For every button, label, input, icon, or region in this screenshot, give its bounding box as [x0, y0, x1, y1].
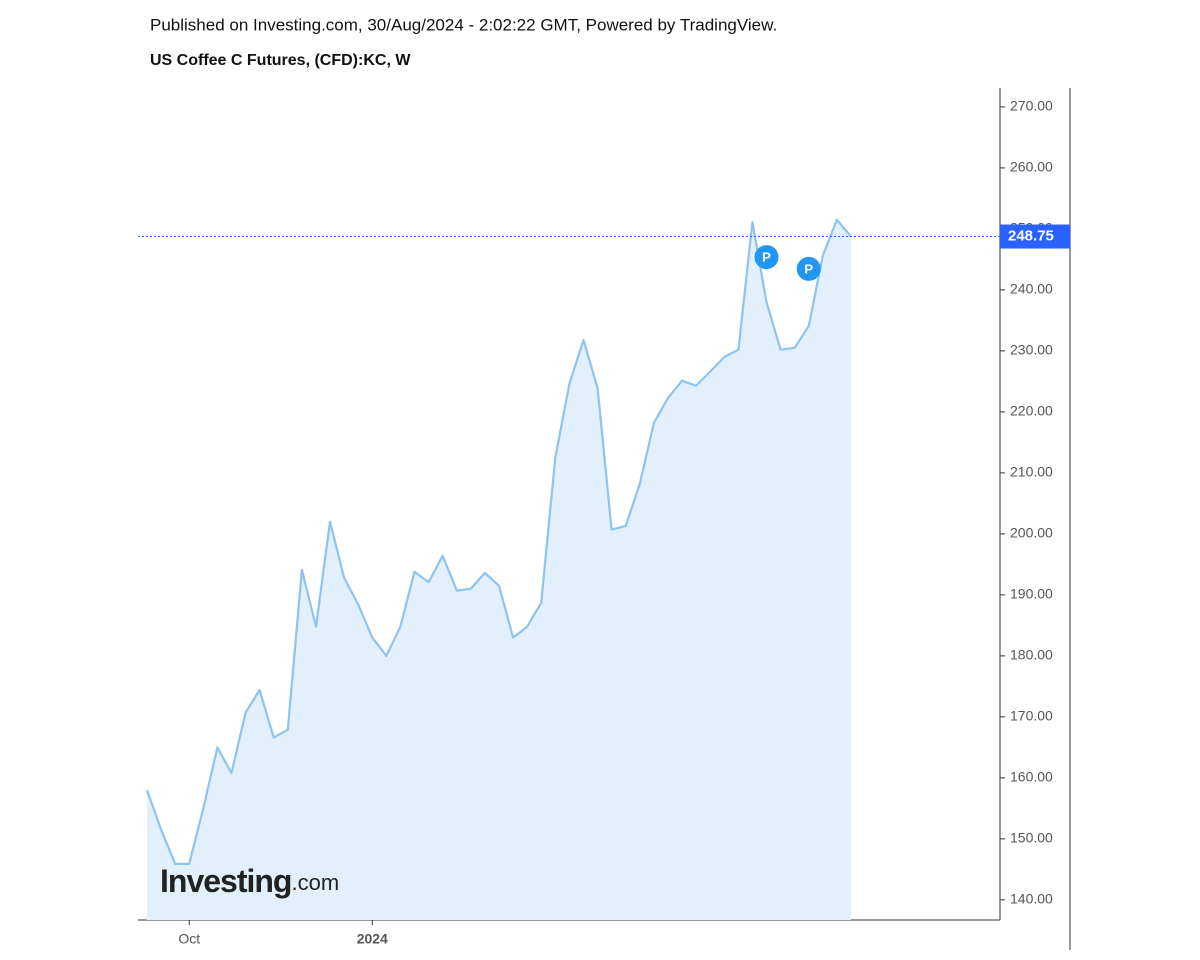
- annotation-label: P: [804, 261, 813, 276]
- logo: Investing.com: [160, 863, 339, 899]
- publisher: Published on Investing.com, 30/Aug/2024 …: [150, 15, 777, 34]
- annotation-marker: [754, 245, 779, 270]
- series: [145, 218, 852, 921]
- y-tick-label: 240.00: [1010, 281, 1053, 297]
- logo-suffix: .com: [291, 870, 339, 895]
- y-tick-label: 150.00: [1010, 830, 1053, 846]
- price-label: 248.75: [1008, 227, 1054, 244]
- y-tick-label: 140.00: [1010, 891, 1053, 907]
- price-box: [1000, 224, 1070, 249]
- y-tick-label: 160.00: [1010, 769, 1053, 785]
- y-tick-label: 180.00: [1010, 647, 1053, 663]
- line: [145, 218, 852, 865]
- y-tick-label: 210.00: [1010, 464, 1053, 480]
- y-tick-label: 220.00: [1010, 403, 1053, 419]
- chart-title: US Coffee C Futures, (CFD):KC, W: [150, 52, 411, 69]
- logo-text: Investing: [160, 863, 291, 899]
- annotation-label: P: [762, 250, 771, 265]
- y-tick-label: 270.00: [1010, 98, 1053, 114]
- y-tick-label: 170.00: [1010, 708, 1053, 724]
- x-tick-label: Oct: [178, 931, 200, 947]
- x-tick-label: 2024: [357, 931, 388, 947]
- area: [147, 219, 851, 921]
- y-tick-label: 200.00: [1010, 525, 1053, 541]
- y-tick-label: 260.00: [1010, 159, 1053, 175]
- annotation-marker: [796, 256, 821, 281]
- y-tick-label: 190.00: [1010, 586, 1053, 602]
- y-tick-label: 230.00: [1010, 342, 1053, 358]
